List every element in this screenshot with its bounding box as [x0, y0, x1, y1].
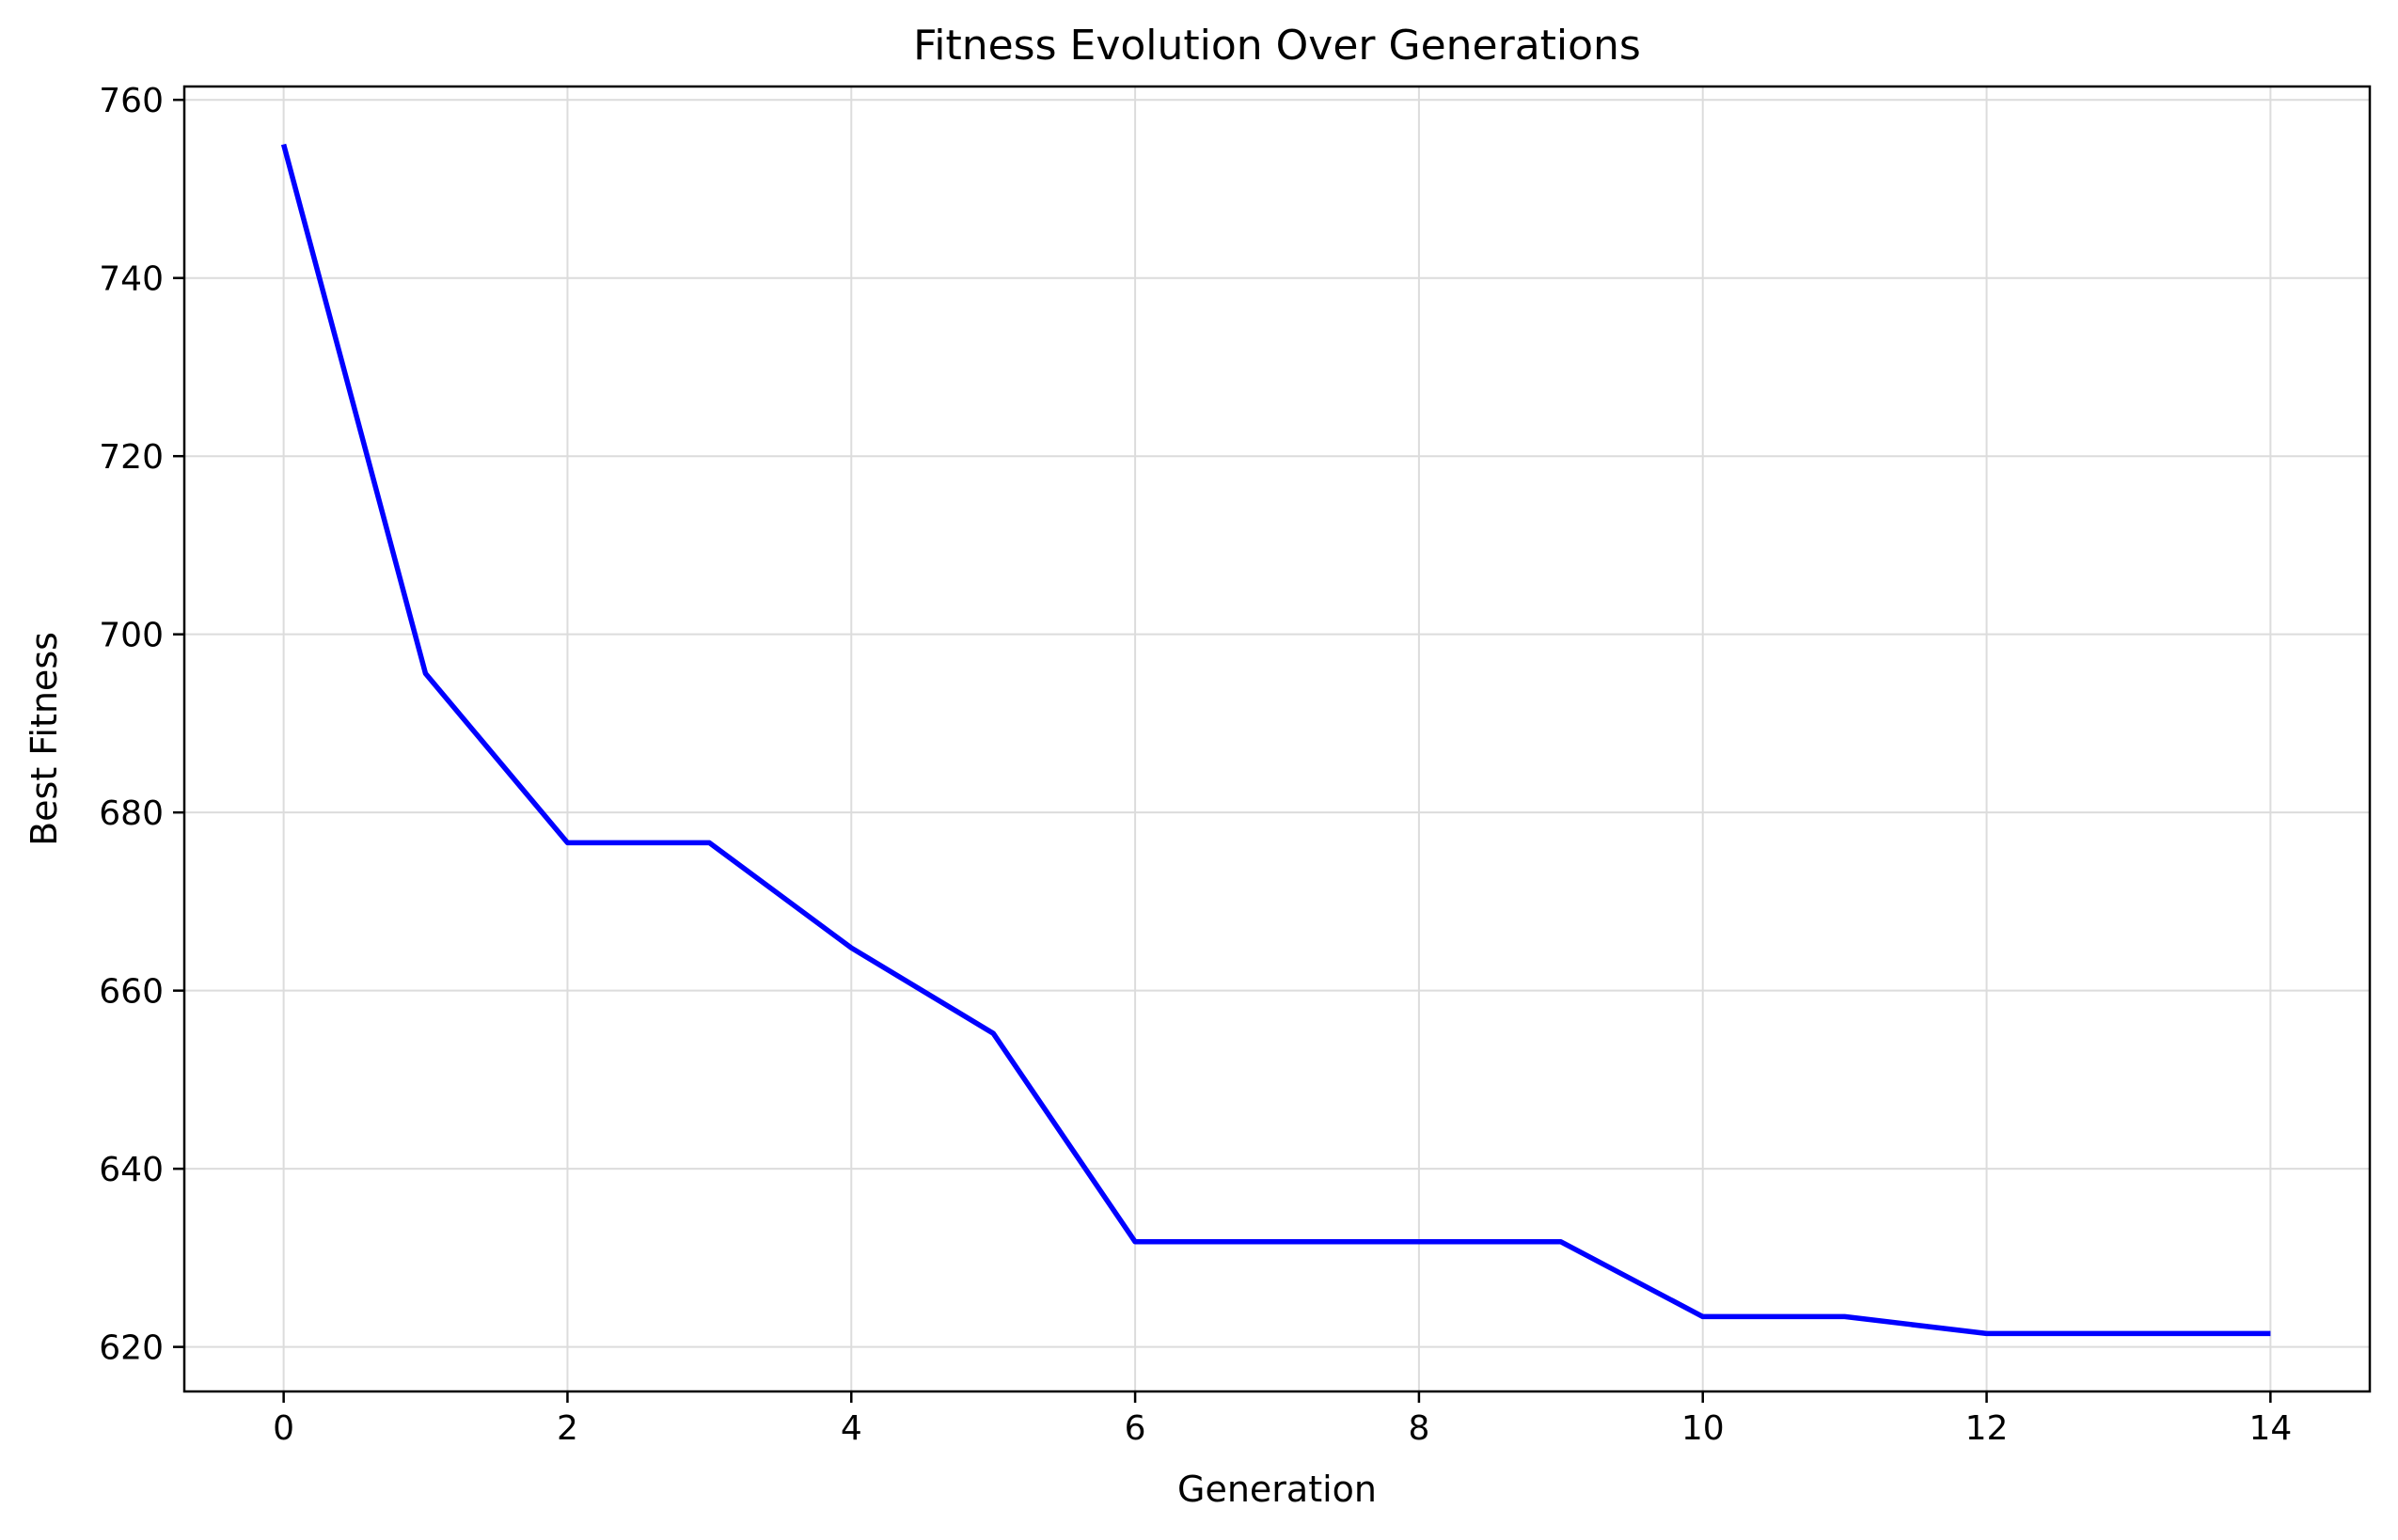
- x-tick-label: 6: [1125, 1409, 1146, 1448]
- x-tick-label: 4: [841, 1409, 862, 1448]
- x-tick-label: 10: [1681, 1409, 1725, 1448]
- grid-lines: [184, 86, 2370, 1391]
- y-axis-label: Best Fitness: [24, 632, 65, 846]
- y-tick-label: 680: [99, 794, 164, 833]
- y-tick-label: 760: [99, 82, 164, 120]
- x-tick-label: 0: [273, 1409, 294, 1448]
- x-tick-label: 14: [2248, 1409, 2292, 1448]
- y-tick-label: 700: [99, 617, 164, 655]
- y-tick-label: 620: [99, 1329, 164, 1368]
- y-tick-label: 660: [99, 973, 164, 1012]
- y-tick-label: 640: [99, 1151, 164, 1189]
- x-tick-label: 8: [1408, 1409, 1429, 1448]
- x-tick-label: 12: [1965, 1409, 2009, 1448]
- series-line: [280, 143, 2271, 1337]
- series-layer: [280, 143, 2271, 1337]
- plot-area-frame: [182, 85, 2372, 1393]
- y-tick-label: 720: [99, 438, 164, 477]
- x-tick-label: 2: [557, 1409, 578, 1448]
- chart-title: Fitness Evolution Over Generations: [913, 22, 1641, 70]
- x-axis-label: Generation: [1177, 1469, 1377, 1510]
- axis-ticks: 0 2 4 6 8 10 12 14 620 640 660 680 700 720 740 760: [99, 82, 2292, 1448]
- y-tick-label: 740: [99, 260, 164, 299]
